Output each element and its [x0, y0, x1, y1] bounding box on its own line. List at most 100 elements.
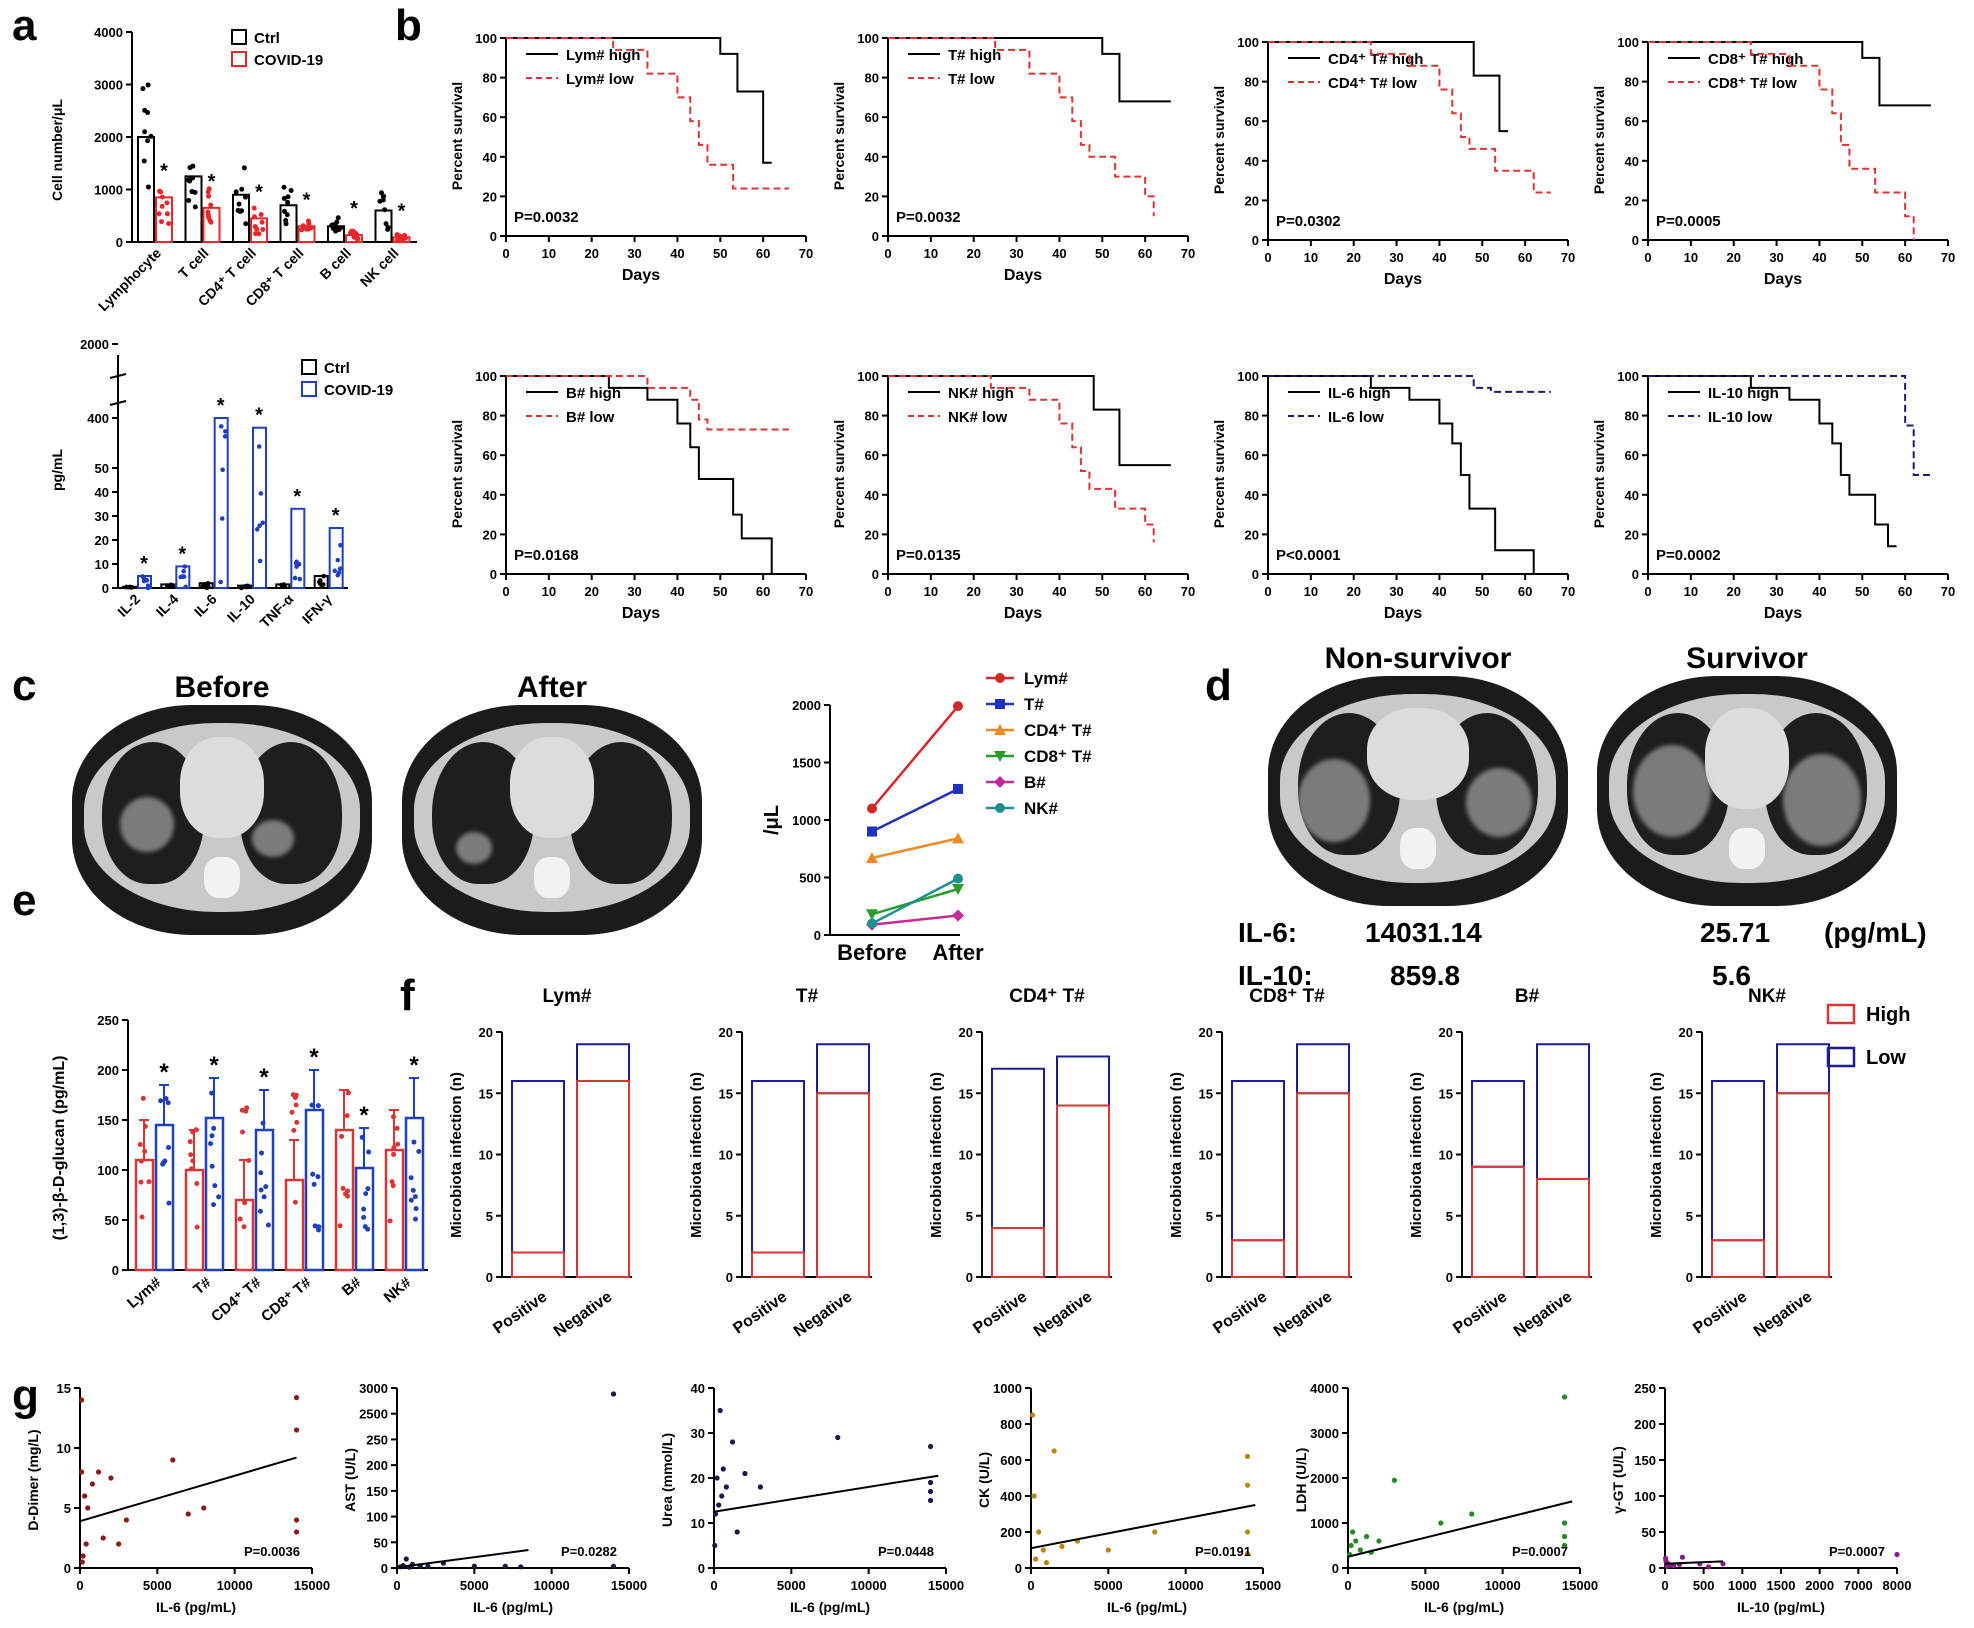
c-line-x-before: Before [837, 940, 907, 965]
g3-y-tick-label: 30 [691, 1426, 705, 1441]
g4-point [1036, 1529, 1041, 1534]
b3-y-tick-label: 80 [1245, 75, 1259, 90]
e-point [246, 1158, 251, 1163]
b7-x-tick-label: 10 [1304, 584, 1318, 599]
g3-point [835, 1435, 840, 1440]
c-after-label: After [517, 671, 587, 704]
a-top-point [160, 194, 165, 199]
a-top-point [243, 221, 248, 226]
c-line-y-tick-label: 500 [799, 871, 821, 886]
e-point [409, 1198, 414, 1203]
f2-category: Negative [791, 1288, 855, 1340]
g3-point [719, 1493, 724, 1498]
g3-point [730, 1439, 735, 1444]
b6-x-tick-label: 10 [924, 584, 938, 599]
g2-y-tick-label: 150 [366, 1484, 388, 1499]
f6-category: Negative [1751, 1288, 1815, 1340]
g4-fit-line [1031, 1505, 1255, 1548]
e-point [240, 1129, 245, 1134]
b6-y-tick-label: 80 [865, 409, 879, 424]
b7-y-tick-label: 20 [1245, 527, 1259, 542]
c-line-x-after: After [932, 940, 984, 965]
a-bot-star: * [178, 543, 186, 565]
b5-x-tick-label: 10 [542, 584, 556, 599]
g5-y-tick-label: 4000 [1310, 1381, 1339, 1396]
f1-y-tick-label: 10 [479, 1148, 493, 1163]
a-top-y-tick-label: 2000 [94, 130, 123, 145]
f6-y-label: Microbiota infection (n) [1648, 1072, 1665, 1238]
f6-category: Positive [1690, 1288, 1750, 1337]
b8-x-tick-label: 70 [1941, 584, 1955, 599]
b3-x-tick-label: 0 [1264, 250, 1271, 265]
b8-y-tick-label: 20 [1625, 527, 1639, 542]
a-top-point [186, 198, 191, 203]
a-bot-point [258, 559, 263, 564]
f-legend-low-swatch [1828, 1048, 1854, 1066]
g1-pvalue: P=0.0036 [244, 1544, 300, 1559]
f5-category: Negative [1511, 1288, 1575, 1340]
c-line-point [867, 827, 877, 837]
f1-y-tick-label: 15 [479, 1086, 493, 1101]
b8-y-tick-label: 0 [1632, 567, 1639, 582]
e-y-tick-label: 0 [112, 1263, 119, 1278]
ct-scan-after [402, 705, 702, 935]
b4-curve-1 [1648, 42, 1914, 240]
g5-y-label: LDH (U/L) [1293, 1448, 1309, 1513]
g4-pvalue: P=0.0191 [1195, 1544, 1251, 1559]
f3-y-tick-label: 20 [959, 1025, 973, 1040]
f1-bar-high [512, 1253, 564, 1278]
f4-title: CD8⁺ T# [1249, 986, 1325, 1007]
c-legend-label: CD4⁺ T# [1024, 721, 1092, 740]
b1-legend-label: Lym# low [566, 71, 634, 88]
g4-point [1052, 1448, 1057, 1453]
c-before-label: Before [174, 671, 269, 704]
b6-x-tick-label: 0 [884, 584, 891, 599]
a-bot-y-tick-label: 10 [95, 557, 109, 572]
b5-x-label: Days [622, 605, 660, 622]
b2-curve-0 [888, 38, 1171, 101]
g1-x-tick-label: 15000 [294, 1578, 330, 1593]
e-y-tick-label: 50 [105, 1213, 119, 1228]
g4-y-tick-label: 0 [1015, 1561, 1022, 1576]
g5-y-tick-label: 2000 [1310, 1471, 1339, 1486]
e-point [416, 1149, 421, 1154]
g3-pvalue: P=0.0448 [878, 1544, 934, 1559]
a-top-point [348, 230, 353, 235]
a-top-point [285, 200, 290, 205]
g3-x-tick-label: 5000 [777, 1578, 806, 1593]
f5-y-tick-label: 0 [1446, 1270, 1453, 1285]
f3-category: Positive [970, 1288, 1030, 1337]
g2-x-tick-label: 10000 [534, 1578, 570, 1593]
a-top-point [252, 206, 257, 211]
b2-x-tick-label: 60 [1138, 246, 1152, 261]
e-point [189, 1166, 194, 1171]
g2-pvalue: P=0.0282 [561, 1544, 617, 1559]
c-legend-label: CD8⁺ T# [1024, 747, 1092, 766]
b5-x-tick-label: 30 [627, 584, 641, 599]
e-point [294, 1102, 299, 1107]
g6-y-label: γ-GT (U/L) [1610, 1446, 1626, 1514]
a-top-point [260, 220, 265, 225]
b8-legend-label: IL-10 low [1708, 409, 1773, 426]
a-bot-point [181, 569, 186, 574]
a-top-point [336, 215, 341, 220]
a-top-point [146, 82, 151, 87]
panel-letter-e: e [12, 876, 36, 925]
a-top-point [187, 179, 192, 184]
c-line-y-tick-label: 1000 [792, 813, 821, 828]
g5-point [1438, 1520, 1443, 1525]
b8-x-tick-label: 60 [1898, 584, 1912, 599]
b5-x-tick-label: 20 [584, 584, 598, 599]
g4-point [1033, 1556, 1038, 1561]
f2-y-tick-label: 5 [726, 1209, 733, 1224]
g1-point [294, 1517, 299, 1522]
g4-y-tick-label: 1000 [993, 1381, 1022, 1396]
b1-curve-1 [506, 38, 789, 188]
f2-y-label: Microbiota infection (n) [688, 1072, 705, 1238]
a-top-point [304, 227, 309, 232]
g2-x-tick-label: 5000 [460, 1578, 489, 1593]
e-point [391, 1152, 396, 1157]
e-star: * [309, 1044, 319, 1071]
a-bot-bar [330, 528, 343, 588]
a-top-point [140, 86, 145, 91]
